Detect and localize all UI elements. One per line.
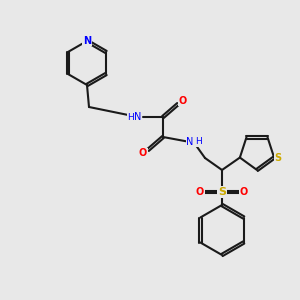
Text: H: H [128,112,134,122]
Text: N: N [134,112,142,122]
Text: O: O [179,96,187,106]
Text: S: S [218,187,226,197]
Text: H: H [195,137,201,146]
Text: N: N [186,137,194,147]
Text: O: O [240,187,248,197]
Text: O: O [139,148,147,158]
Text: O: O [196,187,204,197]
Text: S: S [274,153,282,163]
Text: N: N [83,36,91,46]
